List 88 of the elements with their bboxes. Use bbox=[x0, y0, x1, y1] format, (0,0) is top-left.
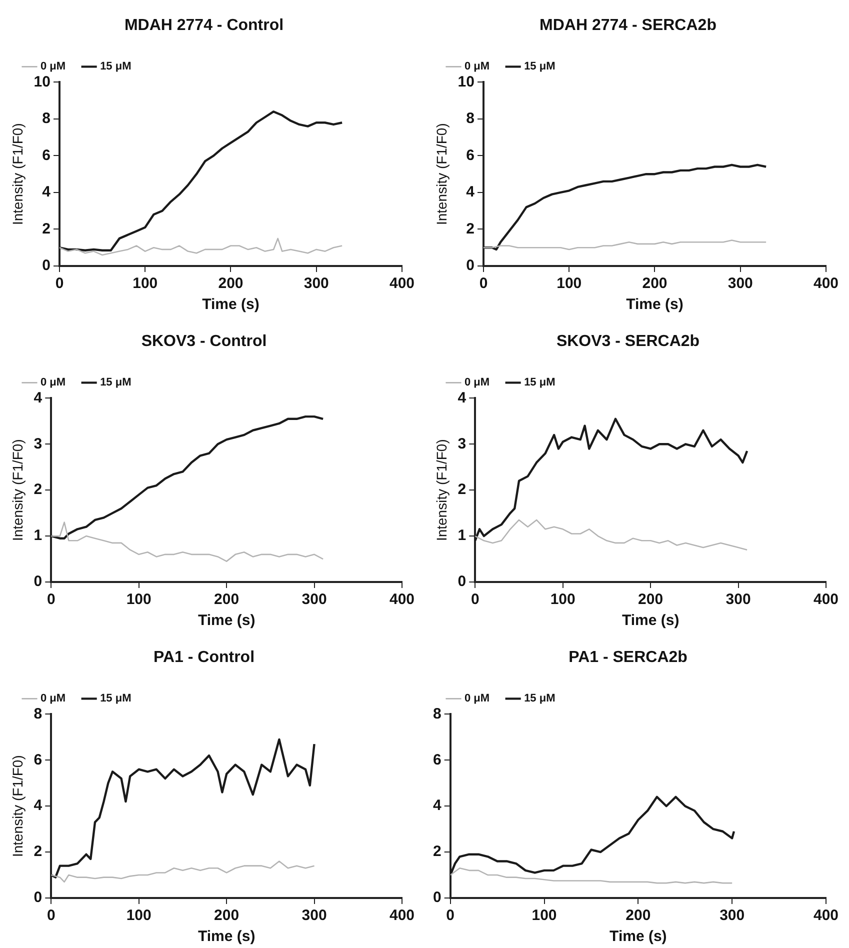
chart-title: SKOV3 - Control bbox=[141, 333, 267, 350]
y-tick-label: 0 bbox=[42, 257, 50, 274]
x-tick-label: 300 bbox=[726, 591, 751, 608]
x-tick-label: 300 bbox=[304, 275, 329, 292]
legend-label: 15 μM bbox=[524, 60, 556, 73]
x-tick-label: 100 bbox=[532, 907, 557, 924]
legend-label: 15 μM bbox=[524, 376, 556, 389]
legend-label: 0 μM bbox=[464, 376, 490, 389]
x-tick-label: 100 bbox=[126, 907, 152, 924]
x-tick-label: 0 bbox=[55, 275, 64, 292]
y-tick-label: 4 bbox=[458, 389, 467, 406]
y-tick-label: 2 bbox=[458, 481, 466, 498]
y-tick-label: 2 bbox=[34, 481, 42, 498]
x-tick-label: 200 bbox=[642, 275, 668, 292]
legend-label: 0 μM bbox=[464, 60, 490, 73]
y-tick-label: 6 bbox=[42, 146, 50, 164]
x-tick-label: 100 bbox=[550, 591, 576, 608]
y-tick-label: 0 bbox=[458, 573, 466, 590]
y-axis-title: Intensity (F1/F0) bbox=[9, 123, 26, 226]
y-tick-label: 2 bbox=[433, 843, 442, 860]
chart-title: PA1 - SERCA2b bbox=[568, 649, 688, 666]
y-tick-label: 6 bbox=[433, 751, 442, 768]
x-tick-label: 0 bbox=[479, 275, 488, 292]
x-tick-label: 200 bbox=[638, 591, 664, 608]
y-axis-title: Intensity (F1/F0) bbox=[433, 123, 450, 226]
x-axis-title: Time (s) bbox=[610, 928, 667, 946]
x-axis-title: Time (s) bbox=[626, 296, 684, 314]
y-tick-label: 0 bbox=[433, 889, 442, 906]
x-tick-label: 400 bbox=[813, 275, 839, 292]
x-axis-title: Time (s) bbox=[198, 928, 256, 946]
y-tick-label: 2 bbox=[42, 220, 50, 238]
y-axis-title: Intensity (F1/F0) bbox=[433, 439, 450, 542]
x-tick-label: 200 bbox=[214, 591, 240, 608]
x-tick-label: 200 bbox=[214, 907, 240, 924]
y-tick-label: 1 bbox=[458, 527, 466, 544]
y-tick-label: 4 bbox=[466, 184, 476, 201]
x-tick-label: 100 bbox=[126, 591, 152, 608]
legend-label: 15 μM bbox=[100, 692, 132, 705]
chart-title: SKOV3 - SERCA2b bbox=[556, 333, 700, 350]
x-tick-label: 300 bbox=[728, 275, 753, 292]
y-tick-label: 8 bbox=[466, 110, 474, 128]
legend-label: 0 μM bbox=[40, 692, 66, 705]
y-tick-label: 8 bbox=[34, 705, 42, 722]
x-tick-label: 300 bbox=[302, 591, 327, 608]
y-tick-label: 1 bbox=[34, 527, 42, 544]
chart-title: MDAH 2774 - SERCA2b bbox=[540, 17, 717, 34]
x-tick-label: 0 bbox=[446, 907, 455, 924]
x-tick-label: 200 bbox=[218, 275, 244, 292]
chart-title: PA1 - Control bbox=[153, 649, 255, 666]
chart-title: MDAH 2774 - Control bbox=[124, 17, 284, 34]
y-tick-label: 6 bbox=[34, 751, 42, 768]
y-tick-label: 8 bbox=[42, 110, 50, 128]
x-tick-label: 400 bbox=[389, 907, 415, 924]
x-tick-label: 100 bbox=[132, 275, 158, 292]
y-tick-label: 2 bbox=[466, 220, 474, 238]
y-axis-title: Intensity (F1/F0) bbox=[9, 755, 26, 858]
y-tick-label: 8 bbox=[433, 705, 442, 722]
x-tick-label: 300 bbox=[720, 907, 745, 924]
legend-label: 0 μM bbox=[464, 692, 490, 705]
legend-label: 0 μM bbox=[40, 60, 66, 73]
legend-label: 15 μM bbox=[100, 60, 132, 73]
y-tick-label: 6 bbox=[466, 146, 474, 164]
x-tick-label: 300 bbox=[302, 907, 327, 924]
y-tick-label: 4 bbox=[34, 389, 43, 406]
y-axis-title: Intensity (F1/F0) bbox=[9, 439, 26, 542]
y-tick-label: 4 bbox=[433, 797, 442, 814]
x-tick-label: 400 bbox=[389, 275, 415, 292]
y-tick-label: 4 bbox=[34, 797, 43, 814]
y-tick-label: 0 bbox=[466, 257, 474, 274]
y-tick-label: 0 bbox=[34, 573, 42, 590]
x-tick-label: 400 bbox=[389, 591, 415, 608]
x-axis-title: Time (s) bbox=[198, 612, 256, 630]
legend-label: 15 μM bbox=[524, 692, 556, 705]
x-tick-label: 100 bbox=[556, 275, 582, 292]
x-tick-label: 400 bbox=[813, 591, 839, 608]
y-tick-label: 0 bbox=[34, 889, 42, 906]
x-axis-title: Time (s) bbox=[622, 612, 680, 630]
y-tick-label: 10 bbox=[458, 73, 474, 90]
legend-label: 15 μM bbox=[100, 376, 132, 389]
y-tick-label: 3 bbox=[458, 435, 466, 452]
y-tick-label: 4 bbox=[42, 184, 52, 201]
x-tick-label: 400 bbox=[813, 907, 839, 924]
x-axis-title: Time (s) bbox=[202, 296, 260, 314]
legend-label: 0 μM bbox=[40, 376, 66, 389]
y-tick-label: 3 bbox=[34, 435, 42, 452]
x-tick-label: 200 bbox=[626, 907, 651, 924]
y-tick-label: 2 bbox=[34, 843, 42, 860]
y-tick-label: 10 bbox=[34, 73, 50, 90]
